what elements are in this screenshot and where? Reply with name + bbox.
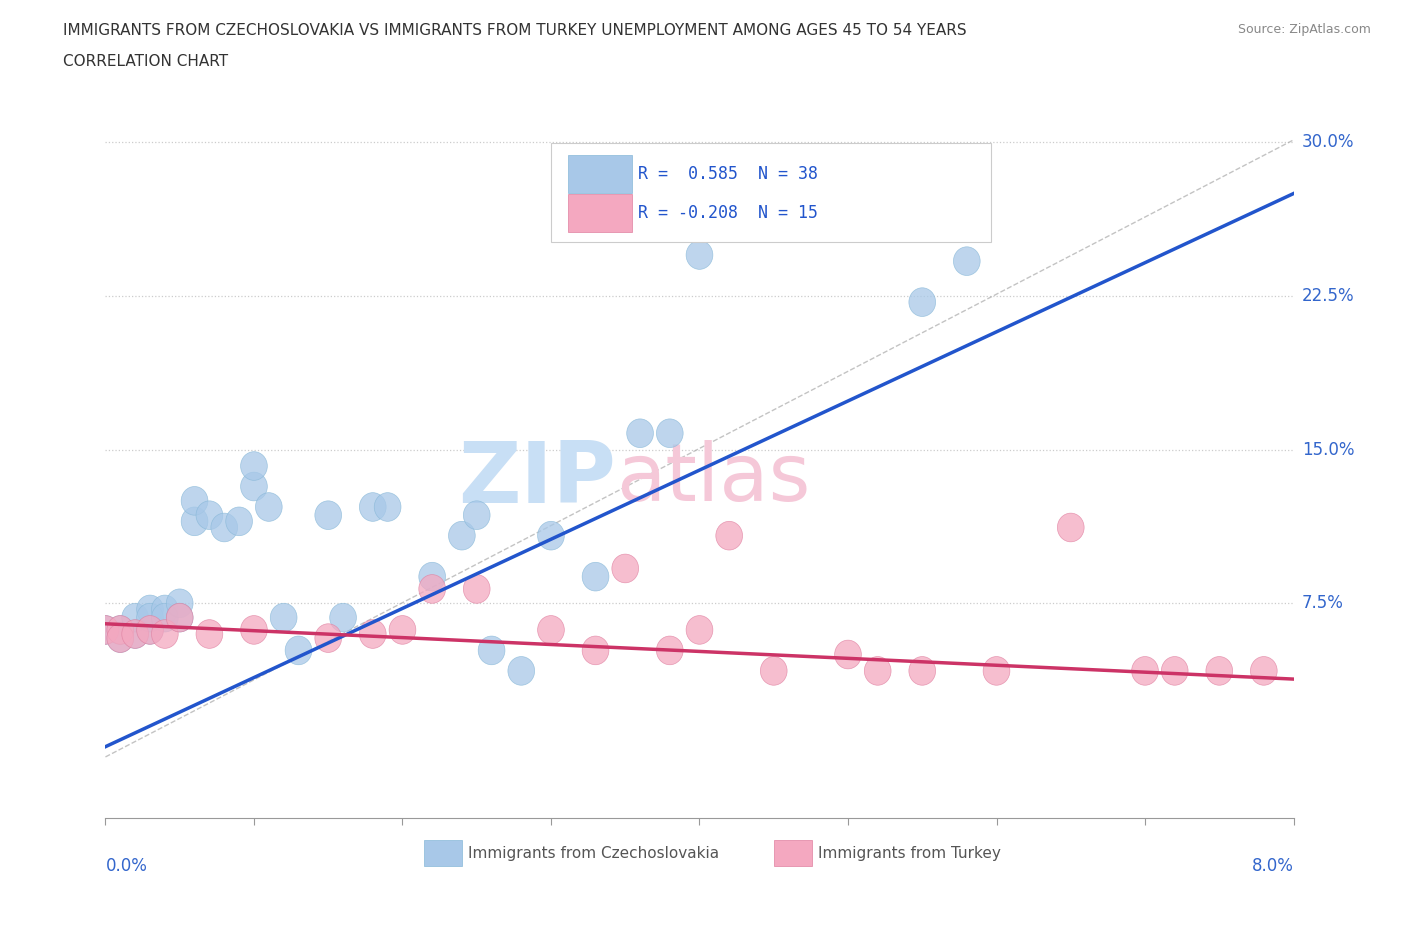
Ellipse shape [360,619,387,648]
Ellipse shape [107,624,134,653]
Text: 8.0%: 8.0% [1251,857,1294,875]
Ellipse shape [166,589,193,618]
Text: R =  0.585  N = 38: R = 0.585 N = 38 [638,165,818,183]
Ellipse shape [389,616,416,644]
Ellipse shape [285,636,312,665]
Ellipse shape [464,501,491,529]
Ellipse shape [983,657,1010,685]
Ellipse shape [226,507,253,536]
Text: IMMIGRANTS FROM CZECHOSLOVAKIA VS IMMIGRANTS FROM TURKEY UNEMPLOYMENT AMONG AGES: IMMIGRANTS FROM CZECHOSLOVAKIA VS IMMIGR… [63,23,967,38]
FancyBboxPatch shape [568,154,631,193]
Ellipse shape [582,636,609,665]
Ellipse shape [195,619,222,648]
Text: ZIP: ZIP [458,438,616,521]
Ellipse shape [195,501,222,529]
Ellipse shape [181,486,208,515]
Ellipse shape [1161,657,1188,685]
Ellipse shape [211,513,238,542]
Ellipse shape [107,616,134,644]
Ellipse shape [1250,657,1277,685]
Text: 0.0%: 0.0% [105,857,148,875]
Ellipse shape [107,616,134,644]
Ellipse shape [152,595,179,624]
Ellipse shape [240,472,267,501]
Ellipse shape [953,246,980,275]
Ellipse shape [329,604,357,632]
Ellipse shape [136,604,163,632]
Ellipse shape [1206,657,1233,685]
Text: Immigrants from Turkey: Immigrants from Turkey [818,845,1001,860]
Ellipse shape [91,616,120,644]
FancyBboxPatch shape [551,143,991,243]
Ellipse shape [612,554,638,583]
FancyBboxPatch shape [423,841,463,866]
Ellipse shape [478,636,505,665]
Text: 7.5%: 7.5% [1302,594,1344,612]
Ellipse shape [136,595,163,624]
Text: 30.0%: 30.0% [1302,133,1354,152]
Ellipse shape [686,616,713,644]
Ellipse shape [419,575,446,604]
Ellipse shape [315,624,342,653]
Ellipse shape [908,287,935,316]
Ellipse shape [835,640,862,669]
Ellipse shape [537,616,564,644]
Ellipse shape [122,604,149,632]
Ellipse shape [908,657,935,685]
Text: atlas: atlas [616,440,811,518]
Ellipse shape [152,619,179,648]
Text: Immigrants from Czechoslovakia: Immigrants from Czechoslovakia [468,845,718,860]
Ellipse shape [657,636,683,665]
Text: Source: ZipAtlas.com: Source: ZipAtlas.com [1237,23,1371,36]
Ellipse shape [122,619,149,648]
Ellipse shape [865,657,891,685]
Ellipse shape [449,522,475,550]
Ellipse shape [122,619,149,648]
Ellipse shape [419,563,446,591]
Ellipse shape [360,493,387,522]
Ellipse shape [716,522,742,550]
Text: CORRELATION CHART: CORRELATION CHART [63,54,228,69]
Ellipse shape [374,493,401,522]
Ellipse shape [152,604,179,632]
FancyBboxPatch shape [568,194,631,232]
Ellipse shape [136,616,163,644]
Ellipse shape [657,418,683,447]
Ellipse shape [582,563,609,591]
Ellipse shape [256,493,283,522]
Text: 15.0%: 15.0% [1302,441,1354,458]
Ellipse shape [166,604,193,632]
Ellipse shape [270,604,297,632]
Ellipse shape [91,616,120,644]
Text: R = -0.208  N = 15: R = -0.208 N = 15 [638,205,818,222]
Text: 22.5%: 22.5% [1302,287,1354,305]
Ellipse shape [1057,513,1084,542]
Ellipse shape [181,507,208,536]
Ellipse shape [315,501,342,529]
Ellipse shape [240,452,267,481]
Ellipse shape [537,522,564,550]
Ellipse shape [761,657,787,685]
Ellipse shape [686,241,713,270]
Ellipse shape [464,575,491,604]
Ellipse shape [136,616,163,644]
Ellipse shape [627,418,654,447]
Ellipse shape [166,604,193,632]
Ellipse shape [508,657,534,685]
Ellipse shape [1132,657,1159,685]
Ellipse shape [240,616,267,644]
Ellipse shape [107,624,134,653]
FancyBboxPatch shape [775,841,813,866]
